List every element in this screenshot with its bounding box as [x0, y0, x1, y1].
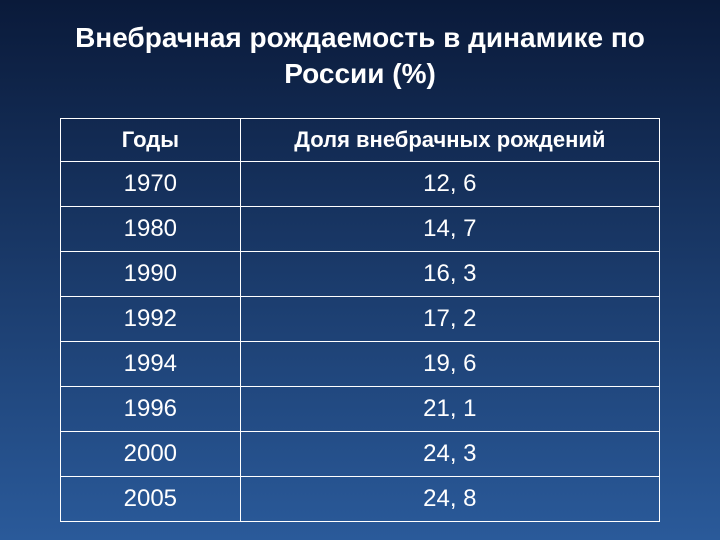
table-header-row: Годы Доля внебрачных рождений [61, 118, 660, 161]
cell-value: 24, 8 [240, 476, 659, 521]
slide-container: Внебрачная рождаемость в динамике по Рос… [0, 0, 720, 540]
cell-value: 14, 7 [240, 206, 659, 251]
cell-year: 1990 [61, 251, 241, 296]
table-row: 1994 19, 6 [61, 341, 660, 386]
table-row: 2005 24, 8 [61, 476, 660, 521]
slide-title: Внебрачная рождаемость в динамике по Рос… [40, 20, 680, 93]
column-header-years: Годы [61, 118, 241, 161]
cell-year: 2000 [61, 431, 241, 476]
cell-value: 19, 6 [240, 341, 659, 386]
cell-year: 1996 [61, 386, 241, 431]
data-table: Годы Доля внебрачных рождений 1970 12, 6… [60, 118, 660, 522]
cell-year: 1970 [61, 161, 241, 206]
cell-value: 12, 6 [240, 161, 659, 206]
cell-year: 1992 [61, 296, 241, 341]
table-row: 1996 21, 1 [61, 386, 660, 431]
cell-year: 2005 [61, 476, 241, 521]
table-row: 2000 24, 3 [61, 431, 660, 476]
table-row: 1992 17, 2 [61, 296, 660, 341]
cell-year: 1980 [61, 206, 241, 251]
column-header-share: Доля внебрачных рождений [240, 118, 659, 161]
cell-year: 1994 [61, 341, 241, 386]
cell-value: 21, 1 [240, 386, 659, 431]
cell-value: 24, 3 [240, 431, 659, 476]
cell-value: 16, 3 [240, 251, 659, 296]
table-row: 1990 16, 3 [61, 251, 660, 296]
table-row: 1980 14, 7 [61, 206, 660, 251]
cell-value: 17, 2 [240, 296, 659, 341]
table-row: 1970 12, 6 [61, 161, 660, 206]
